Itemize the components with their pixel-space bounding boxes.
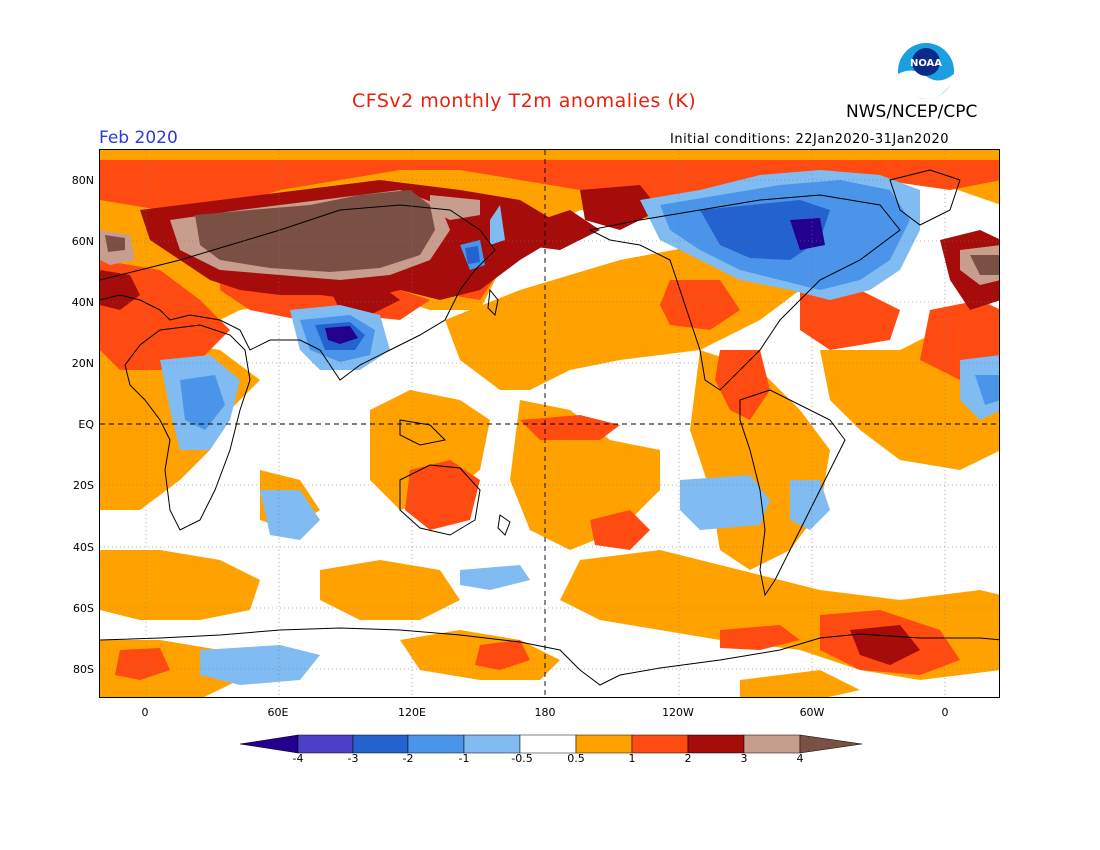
colorbar-label: 0.5 xyxy=(567,752,585,765)
lat-label: EQ xyxy=(78,418,94,431)
lat-label: 20S xyxy=(73,479,94,492)
colorbar-label: 1 xyxy=(628,752,636,765)
eurasia-coastline xyxy=(100,204,496,381)
colorbar xyxy=(240,734,862,754)
colorbar-label: -4 xyxy=(292,752,304,765)
australia-coastline xyxy=(399,464,481,536)
colorbar-segment xyxy=(575,734,633,754)
new-zealand-coastline xyxy=(497,514,511,536)
colorbar-segment xyxy=(240,734,299,754)
colorbar-label: -1 xyxy=(458,752,470,765)
colorbar-label: 3 xyxy=(740,752,748,765)
colorbar-label: 2 xyxy=(684,752,692,765)
colorbar-label: -2 xyxy=(402,752,414,765)
lon-label: 0 xyxy=(941,706,949,719)
reference-lines xyxy=(100,150,999,697)
lon-label: 120W xyxy=(662,706,694,719)
greenland-coastline xyxy=(889,169,961,226)
lon-label: 60E xyxy=(267,706,289,719)
colorbar-segment xyxy=(799,734,862,754)
colorbar-segment xyxy=(352,734,409,754)
lat-label: 40N xyxy=(71,296,94,309)
warm-brown-fill xyxy=(105,190,999,275)
lat-label: 20N xyxy=(71,357,94,370)
colorbar-label: 4 xyxy=(796,752,804,765)
antarctica-coastline xyxy=(100,627,999,686)
cool-deep-fill xyxy=(325,218,825,344)
lon-label: 120E xyxy=(398,706,426,719)
lat-label: 60N xyxy=(71,235,94,248)
colorbar-label: -0.5 xyxy=(511,752,533,765)
anomaly-map xyxy=(99,149,1000,698)
noaa-logo-text: NOAA xyxy=(910,58,942,69)
south-america-coastline xyxy=(739,389,846,597)
north-america-coastline xyxy=(588,194,901,391)
lat-label: 40S xyxy=(73,541,94,554)
noaa-logo: NOAA xyxy=(896,41,956,101)
colorbar-segment xyxy=(407,734,465,754)
africa-coastline xyxy=(124,324,251,531)
lon-label: 60W xyxy=(799,706,825,719)
colorbar-segment xyxy=(463,734,521,754)
initial-conditions: Initial conditions: 22Jan2020-31Jan2020 xyxy=(670,132,950,147)
forecast-month: Feb 2020 xyxy=(99,128,178,148)
coastlines xyxy=(100,169,999,686)
colorbar-segment xyxy=(631,734,689,754)
colorbar-segment xyxy=(519,734,577,754)
colorbar-segment xyxy=(297,734,354,754)
lon-label: 0 xyxy=(141,706,149,719)
lat-label: 80S xyxy=(73,663,94,676)
colorbar-segment xyxy=(743,734,801,754)
lat-label: 80N xyxy=(71,174,94,187)
agency-label: NWS/NCEP/CPC xyxy=(846,102,978,122)
lat-label: 60S xyxy=(73,602,94,615)
anomaly-map-canvas xyxy=(100,150,999,697)
colorbar-label: -3 xyxy=(347,752,359,765)
lon-label: 180 xyxy=(534,706,556,719)
colorbar-segment xyxy=(687,734,745,754)
map-title: CFSv2 monthly T2m anomalies (K) xyxy=(352,90,697,112)
